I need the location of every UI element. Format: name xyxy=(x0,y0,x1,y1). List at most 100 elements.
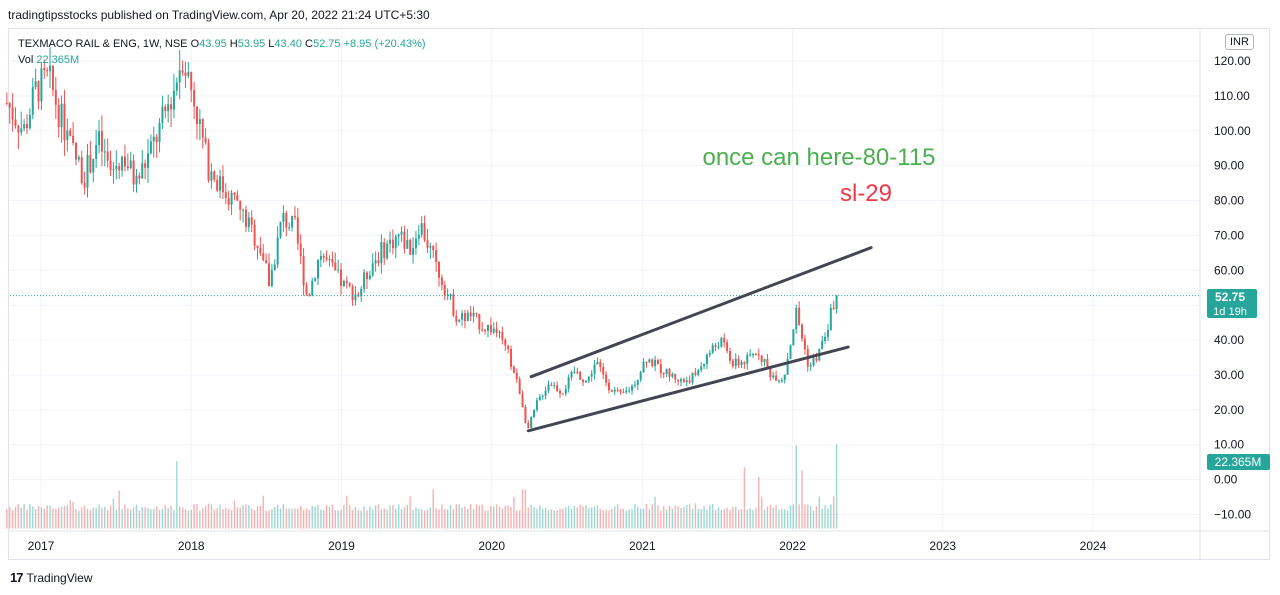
volume-bar xyxy=(288,508,290,529)
volume-badge-value: 22.365M xyxy=(1215,455,1262,469)
volume-bar xyxy=(14,506,17,529)
candle-body xyxy=(337,269,340,271)
volume-bar xyxy=(668,505,671,529)
volume-bar xyxy=(193,504,195,529)
volume-bar xyxy=(204,506,207,529)
volume-bar xyxy=(553,510,555,529)
candle-body xyxy=(282,212,285,222)
candle-body xyxy=(645,361,648,363)
volume-bar xyxy=(81,507,83,529)
candle-body xyxy=(461,313,464,320)
candle-body xyxy=(639,372,642,380)
volume-bar xyxy=(781,508,783,529)
candle-body xyxy=(685,380,688,383)
candle-body xyxy=(354,294,357,301)
volume-bar xyxy=(513,496,515,529)
volume-bar xyxy=(487,510,489,529)
volume-bar xyxy=(101,507,103,529)
volume-bar xyxy=(510,506,512,529)
symbol-name[interactable]: TEXMACO RAIL & ENG, 1W, NSE xyxy=(18,38,188,50)
candle-body xyxy=(316,259,319,279)
y-tick-label: 120.00 xyxy=(1214,54,1251,68)
volume-bar xyxy=(369,506,371,529)
volume-bar xyxy=(611,508,613,529)
candle-body xyxy=(631,385,634,391)
volume-bar xyxy=(539,505,541,529)
volume-bar xyxy=(507,505,509,529)
volume-bar xyxy=(69,500,71,529)
candle-body xyxy=(109,160,112,171)
candle-body xyxy=(43,68,46,71)
volume-bar xyxy=(582,506,584,529)
candle-body xyxy=(466,312,469,322)
volume-bar xyxy=(104,506,106,529)
candle-body xyxy=(786,358,789,375)
volume-bar xyxy=(190,510,192,529)
candle-body xyxy=(561,393,564,395)
volume-bar xyxy=(812,510,815,529)
candle-body xyxy=(648,359,651,363)
volume-bar xyxy=(386,509,388,529)
volume-bar xyxy=(596,505,599,529)
candle-body xyxy=(365,272,368,280)
volume-bar xyxy=(446,509,449,529)
volume-bar xyxy=(130,509,132,529)
currency-button[interactable]: INR xyxy=(1225,34,1254,50)
volume-bar xyxy=(432,489,434,529)
candle-body xyxy=(80,157,83,184)
volume-bar xyxy=(412,510,414,529)
volume-bar xyxy=(706,509,708,529)
candle-body xyxy=(613,389,616,392)
volume-value: 22.365M xyxy=(36,54,80,66)
candle-body xyxy=(659,364,662,374)
candle-body xyxy=(743,362,746,364)
volume-bar xyxy=(567,505,570,529)
candle-body xyxy=(832,307,835,309)
volume-bar xyxy=(625,510,627,529)
volume-bar xyxy=(305,508,308,529)
volume-bar xyxy=(331,504,334,529)
candle-body xyxy=(141,163,144,179)
volume-bar xyxy=(737,509,740,529)
volume-bar xyxy=(320,509,322,529)
volume-bar xyxy=(127,508,129,529)
volume-label[interactable]: Vol xyxy=(18,54,34,66)
volume-bar xyxy=(314,506,316,529)
x-tick-label: 2022 xyxy=(779,539,806,553)
candle-body xyxy=(769,366,772,378)
candle-body xyxy=(809,365,812,367)
candle-body xyxy=(734,358,737,367)
candle-body xyxy=(576,371,579,373)
volume-bar xyxy=(325,505,328,529)
candle-body xyxy=(155,136,158,143)
candle-body xyxy=(86,155,89,188)
candle-body xyxy=(149,141,152,154)
candle-body xyxy=(46,70,49,72)
candle-body xyxy=(227,197,230,205)
candle-body xyxy=(714,345,717,348)
candle-body xyxy=(590,373,593,377)
candle-body xyxy=(766,359,769,367)
candle-body xyxy=(772,375,775,378)
volume-bar xyxy=(452,508,455,529)
candle-body xyxy=(276,237,279,265)
volume-bar xyxy=(735,506,737,529)
candle-body xyxy=(417,234,420,239)
candle-body xyxy=(92,158,95,173)
volume-bar xyxy=(637,507,639,529)
change-value: +8.95 (+20.43%) xyxy=(343,38,426,50)
y-tick-label: 80.00 xyxy=(1214,194,1244,208)
candle-body xyxy=(187,71,190,77)
volume-bar xyxy=(740,508,743,529)
candle-body xyxy=(132,160,135,185)
volume-bar xyxy=(225,507,227,529)
volume-bar xyxy=(147,508,149,529)
volume-bar xyxy=(645,504,648,529)
candle-body xyxy=(489,324,492,333)
candle-body xyxy=(193,90,196,107)
candle-body xyxy=(723,337,726,343)
volume-bar xyxy=(467,508,469,529)
candle-body xyxy=(89,155,92,173)
volume-bar xyxy=(92,507,94,529)
